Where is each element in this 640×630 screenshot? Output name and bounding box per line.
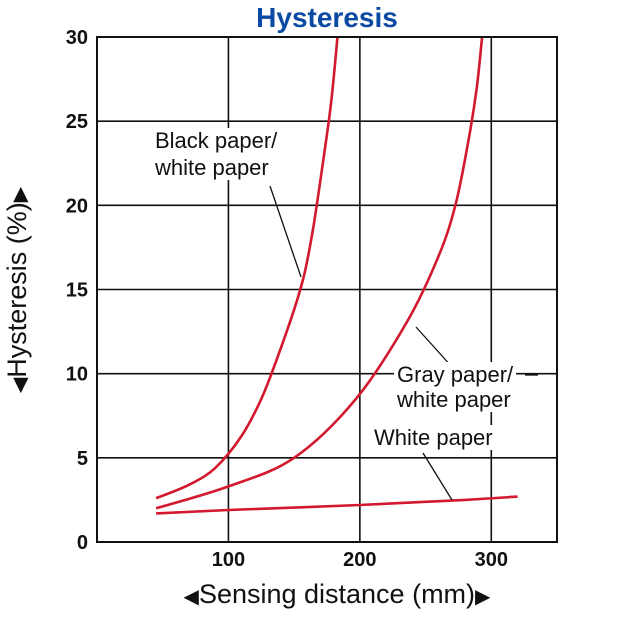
gray-paper-curve: [155, 36, 484, 510]
black-paper-curve: [155, 36, 339, 500]
black-paper-label: Black paper/white paper: [154, 128, 278, 180]
white-paper-curve: [156, 495, 518, 515]
annotation-line: white paper: [154, 155, 269, 180]
black-paper-leader-line: [269, 185, 302, 278]
chart-title: Hysteresis: [256, 2, 398, 33]
white-paper-label: White paper: [374, 425, 493, 450]
x-tick-label: 100: [212, 549, 245, 571]
y-axis-label: ◀Hysteresis (%)▶: [2, 186, 32, 393]
y-tick-label: 30: [66, 27, 88, 49]
y-tick-label: 5: [77, 448, 88, 470]
annotation-backdrop: [152, 128, 281, 180]
gridlines: [97, 36, 557, 542]
annotation-line: Black paper/: [155, 128, 278, 153]
left-arrow-icon: ◀: [184, 586, 200, 608]
y-tick-label: 10: [66, 364, 88, 386]
annotation-backdrop: [394, 362, 517, 412]
data-curves: [155, 36, 518, 515]
y-tick-label: 0: [77, 532, 88, 554]
annotation-line: Gray paper/: [397, 362, 514, 387]
plot-frame: [96, 36, 558, 543]
annotation-line: White paper: [374, 425, 493, 450]
right-arrow-icon: ▶: [475, 586, 491, 608]
up-arrow-icon: ▶: [9, 186, 31, 202]
x-tick-label: 300: [475, 549, 508, 571]
white-paper-leader-line: [422, 452, 453, 501]
y-axis-title: Hysteresis (%): [2, 202, 32, 378]
gray-paper-leader-line: [415, 326, 453, 368]
x-tick-label: 200: [343, 549, 376, 571]
tick-labels: 100 200 300 0 5 10 15 20 25 30: [66, 27, 508, 571]
y-tick-label: 20: [66, 195, 88, 217]
annotation-line: white paper: [396, 387, 511, 412]
x-axis-label: ◀Sensing distance (mm)▶: [184, 579, 492, 609]
x-axis-title: Sensing distance (mm): [199, 579, 475, 609]
annotation-backdrop: [372, 425, 495, 450]
y-tick-label: 25: [66, 111, 88, 133]
gray-paper-label: Gray paper/white paper: [396, 362, 514, 412]
y-tick-label: 15: [66, 280, 88, 302]
down-arrow-icon: ◀: [9, 377, 31, 393]
